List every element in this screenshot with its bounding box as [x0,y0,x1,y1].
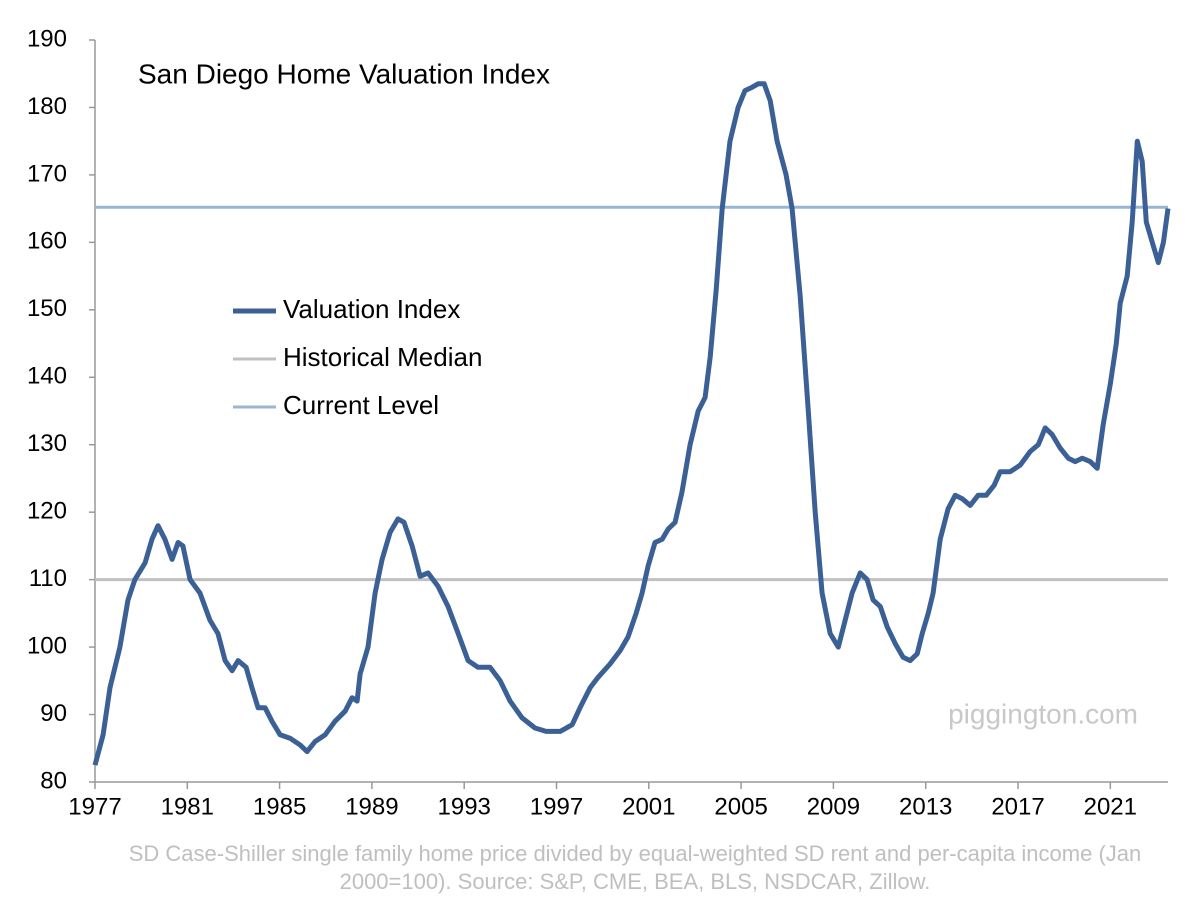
legend-label: Historical Median [283,342,482,372]
x-tick-label: 2005 [714,793,767,820]
x-tick-label: 1981 [161,793,214,820]
y-tick-label: 130 [27,430,67,457]
chart-title: San Diego Home Valuation Index [138,58,550,89]
y-tick-label: 150 [27,295,67,322]
x-tick-label: 1985 [253,793,306,820]
legend-label: Valuation Index [283,294,460,324]
watermark: piggington.com [948,698,1138,729]
x-tick-label: 1989 [345,793,398,820]
y-tick-label: 180 [27,93,67,120]
x-tick-label: 1993 [438,793,491,820]
x-tick-label: 2013 [899,793,952,820]
x-tick-label: 2021 [1084,793,1137,820]
y-tick-label: 110 [29,565,67,592]
line-series [92,81,1171,766]
y-tick-label: 140 [27,363,67,390]
legend-label: Current Level [283,390,439,420]
x-tick-label: 2001 [622,793,675,820]
y-tick-label: 80 [40,767,67,794]
x-tick-label: 2017 [991,793,1044,820]
x-tick-label: 2009 [807,793,860,820]
x-tick-label: 1997 [530,793,583,820]
y-tick-label: 160 [27,228,67,255]
y-tick-label: 170 [27,160,67,187]
y-tick-label: 190 [27,25,67,52]
y-tick-label: 100 [27,632,67,659]
footnote: SD Case-Shiller single family home price… [128,841,1142,894]
y-tick-label: 90 [40,700,67,727]
x-tick-label: 1977 [68,793,121,820]
y-tick-label: 120 [27,498,67,525]
